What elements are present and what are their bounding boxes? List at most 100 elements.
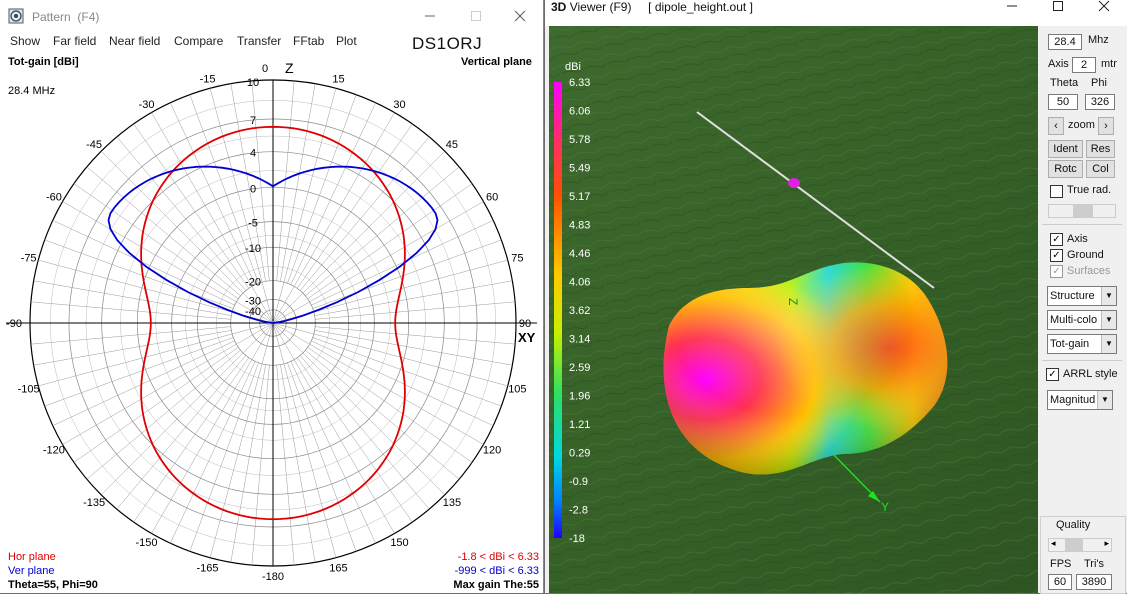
viewer-close-button[interactable] xyxy=(1081,0,1127,12)
dropdown-arrow-icon: ▼ xyxy=(1101,311,1116,329)
legend-value-label: 5.17 xyxy=(569,191,590,203)
grid-spoke xyxy=(86,350,241,480)
dropdown-arrow-icon: ▼ xyxy=(1097,391,1112,409)
pattern-minimize-button[interactable] xyxy=(407,4,453,28)
menu-near-field[interactable]: Near field xyxy=(109,34,161,48)
slider-thumb[interactable] xyxy=(1065,539,1083,551)
structure-select[interactable]: Structure ▼ xyxy=(1047,286,1117,306)
footer-max-gain: Max gain The:55 xyxy=(453,579,539,591)
menu-compare[interactable]: Compare xyxy=(174,34,224,48)
radial-tick-label: -30 xyxy=(245,295,261,307)
angle-label: 165 xyxy=(329,562,347,574)
gain-type-select-value: Tot-gain xyxy=(1050,338,1090,350)
fps-label: FPS xyxy=(1050,558,1072,570)
legend-value-label: 2.59 xyxy=(569,362,590,374)
zoom-in-button[interactable]: › xyxy=(1098,117,1114,135)
true-rad-slider[interactable] xyxy=(1048,204,1116,218)
grid-spoke xyxy=(276,365,295,566)
grid-spoke xyxy=(307,347,473,463)
menu-fftab[interactable]: FFtab xyxy=(293,34,325,48)
arrow-right-icon[interactable]: ▸ xyxy=(1104,538,1109,548)
panel-divider xyxy=(1042,360,1122,361)
legend-value-label: 6.06 xyxy=(569,106,590,118)
y-axis-label: Y xyxy=(881,500,889,514)
grid-spoke xyxy=(312,337,502,407)
quality-slider[interactable]: ◂ ▸ xyxy=(1048,538,1112,552)
true-rad-checkbox[interactable] xyxy=(1050,185,1063,198)
rotc-button[interactable]: Rotc xyxy=(1048,160,1083,178)
grid-spoke xyxy=(272,322,395,534)
menu-plot[interactable]: Plot xyxy=(336,34,357,48)
legend-value-label: -0.9 xyxy=(569,476,588,488)
tris-label: Tri's xyxy=(1084,558,1105,570)
antenna-wire xyxy=(696,111,935,289)
grid-spoke xyxy=(189,362,259,552)
viewer-minimize-button[interactable] xyxy=(989,0,1035,12)
dropdown-arrow-icon: ▼ xyxy=(1101,335,1116,353)
angle-label: 90 xyxy=(519,318,531,330)
magnitude-select[interactable]: Magnitud ▼ xyxy=(1047,390,1113,410)
grid-spoke xyxy=(300,355,430,510)
close-icon xyxy=(514,10,526,22)
viewer-maximize-button[interactable] xyxy=(1035,0,1081,12)
grid-spoke xyxy=(251,80,270,281)
ident-button[interactable]: Ident xyxy=(1048,140,1083,158)
pattern-maximize-button[interactable] xyxy=(453,4,499,28)
grid-spoke xyxy=(280,83,316,282)
surfaces-checkbox[interactable]: ✓ xyxy=(1050,265,1063,278)
grid-spoke xyxy=(170,102,256,285)
grid-spoke xyxy=(116,136,246,291)
menu-transfer[interactable]: Transfer xyxy=(237,34,282,48)
legend-value-label: 4.83 xyxy=(569,220,590,232)
grid-spoke xyxy=(290,102,376,285)
axis-checkbox-label: Axis xyxy=(1067,233,1088,245)
pattern-titlebar[interactable]: Pattern (F4) xyxy=(0,0,543,32)
chart-title: Tot-gain [dBi] xyxy=(8,56,79,68)
slider-thumb[interactable] xyxy=(1073,205,1093,217)
angle-label: -90 xyxy=(6,318,22,330)
col-button[interactable]: Col xyxy=(1086,160,1115,178)
grid-spoke xyxy=(30,301,231,320)
gain-type-select[interactable]: Tot-gain ▼ xyxy=(1047,334,1117,354)
legend-value-label: 3.14 xyxy=(569,334,590,346)
feed-point-marker xyxy=(788,178,800,188)
radial-tick-label: -10 xyxy=(245,243,261,255)
arrl-style-checkbox[interactable]: ✓ xyxy=(1046,368,1059,381)
angle-label: 0 xyxy=(262,63,268,75)
grid-spoke xyxy=(272,322,446,496)
phi-input[interactable]: 326 xyxy=(1085,94,1115,110)
res-button[interactable]: Res xyxy=(1086,140,1115,158)
y-axis-arrow xyxy=(868,491,880,502)
axis-checkbox[interactable]: ✓ xyxy=(1050,233,1063,246)
frequency-input[interactable]: 28.4 xyxy=(1048,34,1082,50)
axis-length-input[interactable]: 2 xyxy=(1072,57,1096,73)
theta-input[interactable]: 50 xyxy=(1048,94,1078,110)
viewer-3d-canvas[interactable]: Y Z dBi 6.33 6.06 5.78 5.49 5.17 4.83 4.46 4.06… xyxy=(549,26,1038,593)
viewer-titlebar[interactable]: 3D Viewer (F9) [ dipole_height.out ] xyxy=(545,0,1127,26)
pattern-title-text: Pattern xyxy=(32,10,71,24)
radial-tick-label: -5 xyxy=(248,218,258,230)
angle-label: 75 xyxy=(511,253,523,265)
ground-checkbox[interactable]: ✓ xyxy=(1050,249,1063,262)
grid-spoke xyxy=(73,183,239,299)
angle-label: 15 xyxy=(332,74,344,86)
dropdown-arrow-icon: ▼ xyxy=(1101,287,1116,305)
grid-spoke xyxy=(272,150,446,324)
angle-label: -105 xyxy=(18,383,40,395)
grid-spoke xyxy=(251,365,270,566)
legend-color-bar xyxy=(554,82,562,538)
grid-spoke xyxy=(52,340,235,426)
legend-ver-plane: Ver plane xyxy=(8,565,55,577)
menu-show[interactable]: Show xyxy=(10,34,41,48)
zoom-out-button[interactable]: ‹ xyxy=(1048,117,1064,135)
maximize-icon xyxy=(471,11,481,21)
legend-value-label: 1.96 xyxy=(569,391,590,403)
arrow-left-icon[interactable]: ◂ xyxy=(1051,538,1056,548)
tris-value: 3890 xyxy=(1076,574,1112,590)
magnitude-select-value: Magnitud xyxy=(1050,394,1096,406)
menu-far-field[interactable]: Far field xyxy=(53,34,97,48)
color-mode-select[interactable]: Multi-colo ▼ xyxy=(1047,310,1117,330)
pattern-close-button[interactable] xyxy=(497,4,543,28)
grid-spoke xyxy=(30,326,231,345)
legend-value-label: 6.33 xyxy=(569,77,590,89)
